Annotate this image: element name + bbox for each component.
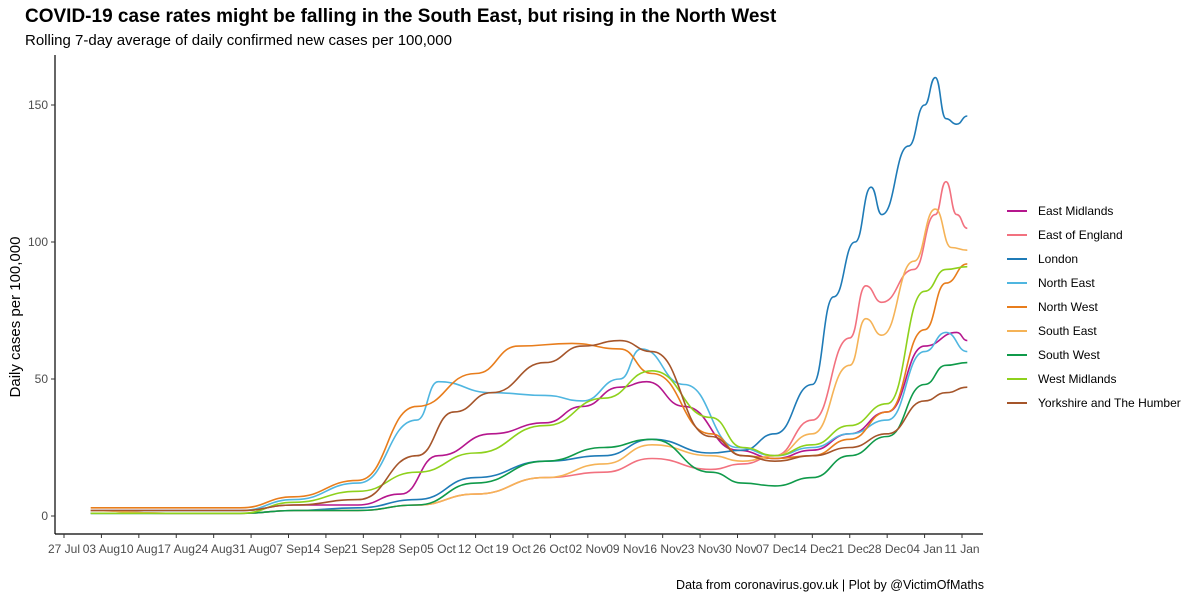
x-tick-label: 04 Jan — [907, 542, 943, 556]
series-line-north-east — [90, 331, 968, 512]
y-axis-title: Daily cases per 100,000 — [7, 237, 24, 398]
legend-item: East Midlands — [1007, 204, 1113, 218]
x-tick-label: 23 Nov — [681, 542, 719, 556]
x-tick-label: 16 Nov — [644, 542, 682, 556]
x-tick-label: 30 Nov — [718, 542, 756, 556]
x-tick-label: 14 Dec — [793, 542, 831, 556]
chart-title: COVID-19 case rates might be falling in … — [25, 6, 777, 27]
legend-item: South West — [1007, 348, 1100, 362]
legend-item: South East — [1007, 324, 1097, 338]
x-tick-label: 17 Aug — [158, 542, 195, 556]
legend-label: West Midlands — [1038, 372, 1116, 386]
x-tick-label: 05 Oct — [420, 542, 456, 556]
x-tick-label: 07 Sep — [269, 542, 307, 556]
x-tick-label: 27 Jul — [48, 542, 80, 556]
series-line-north-west — [90, 263, 968, 509]
legend-item: London — [1007, 252, 1078, 266]
chart-subtitle: Rolling 7-day average of daily confirmed… — [25, 32, 452, 49]
x-tick-label: 14 Sep — [307, 542, 345, 556]
series-line-london — [90, 76, 968, 515]
x-tick-label: 28 Sep — [382, 542, 420, 556]
series-line-south-west — [90, 361, 968, 515]
legend-item: West Midlands — [1007, 372, 1116, 386]
legend-item: East of England — [1007, 228, 1123, 242]
chart-caption: Data from coronavirus.gov.uk | Plot by @… — [676, 578, 984, 592]
legend-item: Yorkshire and The Humber — [1007, 396, 1181, 410]
legend-item: North East — [1007, 276, 1095, 290]
x-tick-label: 12 Oct — [458, 542, 494, 556]
x-tick-label: 19 Oct — [495, 542, 531, 556]
x-tick-label: 21 Dec — [831, 542, 869, 556]
x-tick-label: 24 Aug — [195, 542, 232, 556]
y-tick-label: 50 — [35, 372, 49, 386]
x-tick-label: 11 Jan — [944, 542, 979, 556]
y-tick-label: 100 — [28, 235, 48, 249]
legend-label: East Midlands — [1038, 204, 1113, 218]
legend-item: North West — [1007, 300, 1098, 314]
legend-label: Yorkshire and The Humber — [1038, 396, 1181, 410]
legend-label: East of England — [1038, 228, 1123, 242]
y-tick-label: 0 — [41, 509, 48, 523]
x-tick-label: 02 Nov — [569, 542, 607, 556]
legend-label: South East — [1038, 324, 1097, 338]
series-lines — [90, 76, 968, 515]
x-tick-label: 03 Aug — [83, 542, 120, 556]
x-tick-label: 21 Sep — [344, 542, 382, 556]
legend-label: London — [1038, 252, 1078, 266]
legend-label: North West — [1038, 300, 1098, 314]
legend: East Midlands East of England London North … — [1007, 204, 1181, 410]
x-tick-label: 09 Nov — [606, 542, 644, 556]
series-line-west-midlands — [90, 265, 968, 515]
x-tick-label: 07 Dec — [756, 542, 794, 556]
x-tick-label: 26 Oct — [533, 542, 569, 556]
legend-label: South West — [1038, 348, 1100, 362]
series-line-yorkshire-and-the-humber — [90, 339, 968, 512]
legend-label: North East — [1038, 276, 1095, 290]
x-tick-label: 10 Aug — [120, 542, 157, 556]
y-tick-label: 150 — [28, 98, 48, 112]
x-tick-label: 31 Aug — [232, 542, 269, 556]
x-tick-label: 28 Dec — [868, 542, 906, 556]
